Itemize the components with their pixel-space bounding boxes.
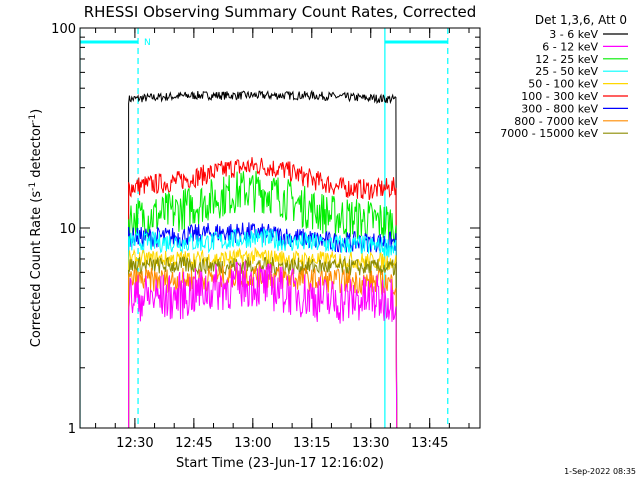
legend-label: 12 - 25 keV xyxy=(535,53,598,66)
legend-label: 300 - 800 keV xyxy=(521,102,598,115)
y-label-end: ) xyxy=(29,109,44,114)
y-tick-label: 10 xyxy=(59,222,76,237)
y-label-sup1: -1 xyxy=(28,182,38,191)
legend-label: 3 - 6 keV xyxy=(549,28,598,41)
series-line xyxy=(128,260,398,428)
series-line xyxy=(128,157,398,428)
timestamp: 1-Sep-2022 08:35 xyxy=(564,467,636,476)
legend-label: 800 - 7000 keV xyxy=(514,115,598,128)
legend-label: 25 - 50 keV xyxy=(535,65,598,78)
y-tick-label: 1 xyxy=(68,422,76,437)
series-line xyxy=(128,228,398,428)
y-tick-label: 100 xyxy=(51,22,76,37)
y-axis: 1 10 100 xyxy=(51,22,480,437)
y-label-sup2: -1 xyxy=(28,114,38,123)
series-line xyxy=(128,89,398,428)
night-label: N xyxy=(144,38,151,48)
legend-label: 6 - 12 keV xyxy=(542,40,598,53)
chart-title: RHESSI Observing Summary Count Rates, Co… xyxy=(84,3,477,21)
series-line xyxy=(128,171,398,428)
legend-label: 7000 - 15000 keV xyxy=(500,127,598,140)
y-label-mid: detector xyxy=(29,122,44,182)
x-axis: 12:30 12:45 13:00 13:15 13:30 13:45 xyxy=(95,28,470,451)
x-tick-label: 12:45 xyxy=(175,436,212,451)
legend-label: 100 - 300 keV xyxy=(521,90,598,103)
series-line xyxy=(128,255,398,428)
x-tick-label: 13:30 xyxy=(352,436,389,451)
x-tick-label: 13:45 xyxy=(411,436,448,451)
legend-header: Det 1,3,6, Att 0 xyxy=(535,13,627,27)
x-tick-label: 13:15 xyxy=(293,436,330,451)
y-axis-label: Corrected Count Rate (s-1 detector-1) xyxy=(28,109,44,347)
legend-label: 50 - 100 keV xyxy=(528,78,598,91)
x-axis-label: Start Time (23-Jun-17 12:16:02) xyxy=(176,456,384,471)
series-group xyxy=(128,89,398,428)
x-tick-label: 12:30 xyxy=(116,436,153,451)
y-label-main: Corrected Count Rate (s xyxy=(29,191,44,348)
x-tick-label: 13:00 xyxy=(234,436,271,451)
plot-frame xyxy=(79,27,481,429)
